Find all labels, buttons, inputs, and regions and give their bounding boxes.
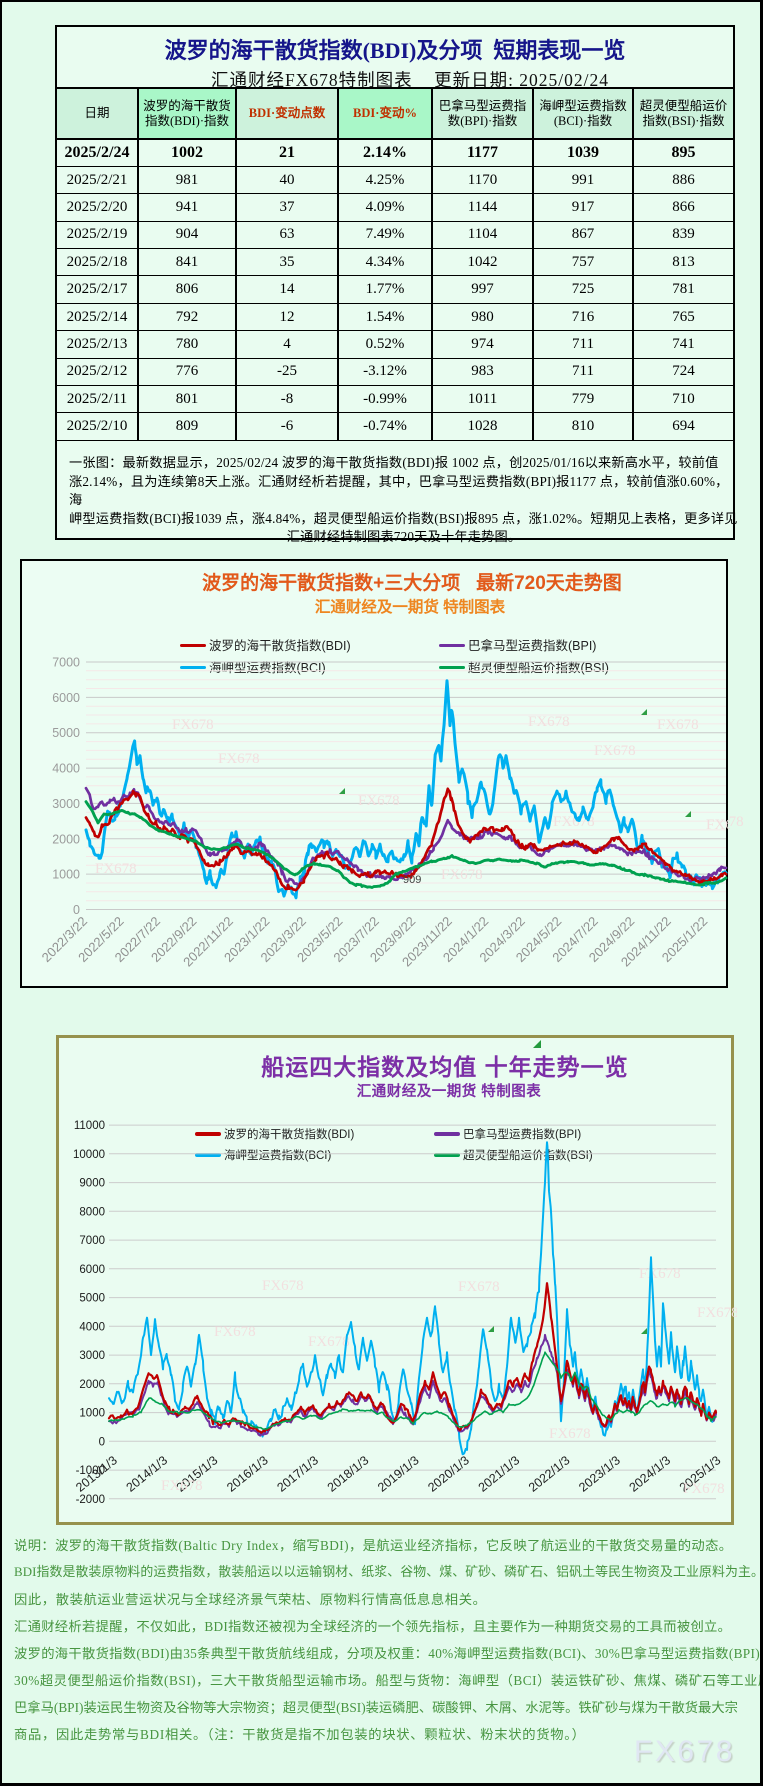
svg-text:FX678: FX678 [706, 817, 730, 833]
svg-text:2016/1/3: 2016/1/3 [224, 1453, 271, 1495]
svg-text:FX678: FX678 [549, 1426, 591, 1442]
svg-text:FX678: FX678 [528, 714, 570, 730]
svg-text:FX678: FX678 [553, 814, 595, 830]
svg-text:9000: 9000 [79, 1178, 105, 1190]
svg-text:FX678: FX678 [95, 861, 137, 877]
svg-text:0: 0 [73, 903, 80, 917]
svg-text:FX678: FX678 [683, 1481, 725, 1497]
svg-text:FX678: FX678 [594, 743, 636, 759]
svg-text:FX678: FX678 [639, 1266, 681, 1282]
svg-text:2018/1/3: 2018/1/3 [325, 1453, 372, 1495]
svg-text:1000: 1000 [52, 868, 80, 882]
svg-text:3000: 3000 [52, 797, 80, 811]
svg-text:6000: 6000 [79, 1264, 105, 1276]
svg-text:FX678: FX678 [262, 1278, 304, 1294]
svg-text:-1000: -1000 [76, 1465, 105, 1477]
svg-text:FX678: FX678 [218, 751, 260, 767]
svg-text:FX678: FX678 [441, 867, 483, 883]
svg-text:6000: 6000 [52, 691, 80, 705]
svg-text:2021/1/3: 2021/1/3 [476, 1453, 523, 1495]
svg-text:8000: 8000 [79, 1206, 105, 1218]
svg-text:FX678: FX678 [358, 793, 400, 809]
svg-text:4000: 4000 [52, 762, 80, 776]
svg-text:7000: 7000 [52, 656, 80, 670]
svg-text:2017/1/3: 2017/1/3 [274, 1453, 321, 1495]
svg-text:2024/1/3: 2024/1/3 [627, 1453, 674, 1495]
svg-text:5000: 5000 [52, 726, 80, 740]
svg-text:2019/1/3: 2019/1/3 [375, 1453, 422, 1495]
svg-text:FX678: FX678 [214, 1324, 256, 1340]
svg-text:7000: 7000 [79, 1235, 105, 1247]
svg-text:FX678: FX678 [161, 1478, 203, 1494]
svg-text:FX678: FX678 [697, 1305, 737, 1321]
svg-text:11000: 11000 [74, 1120, 105, 1132]
svg-text:-2000: -2000 [76, 1494, 105, 1506]
svg-text:3000: 3000 [79, 1350, 105, 1362]
svg-text:1000: 1000 [79, 1408, 105, 1420]
svg-text:FX678: FX678 [308, 1334, 350, 1350]
svg-text:2000: 2000 [79, 1379, 105, 1391]
svg-text:10000: 10000 [73, 1149, 105, 1161]
svg-text:5000: 5000 [79, 1293, 105, 1305]
svg-text:FX678: FX678 [458, 1279, 500, 1295]
svg-text:FX678: FX678 [657, 717, 699, 733]
svg-text:909: 909 [403, 874, 421, 886]
svg-text:4000: 4000 [79, 1321, 105, 1333]
svg-text:2022/1/3: 2022/1/3 [526, 1453, 573, 1495]
svg-text:2020/1/3: 2020/1/3 [425, 1453, 472, 1495]
svg-text:2023/1/3: 2023/1/3 [576, 1453, 623, 1495]
svg-text:FX678: FX678 [172, 717, 214, 733]
svg-text:0: 0 [99, 1436, 105, 1448]
svg-text:2000: 2000 [52, 832, 80, 846]
